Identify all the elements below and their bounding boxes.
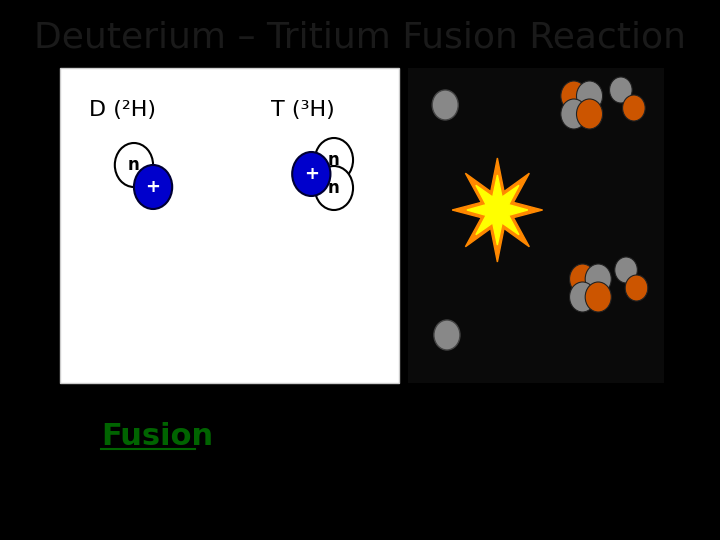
Circle shape [625,275,648,301]
Circle shape [134,165,172,209]
Circle shape [434,320,460,350]
Circle shape [561,81,587,111]
Bar [60,68,399,383]
Circle shape [577,81,603,111]
Text: D (²H): D (²H) [89,100,156,120]
Circle shape [623,95,645,121]
Text: +: + [145,178,161,196]
Circle shape [577,99,603,129]
Text: n: n [328,151,340,169]
Text: T (³H): T (³H) [271,100,335,120]
Circle shape [585,282,611,312]
Polygon shape [452,158,543,262]
Circle shape [610,77,632,103]
Text: +: + [304,165,319,183]
Circle shape [570,282,595,312]
Circle shape [315,138,353,182]
Circle shape [561,99,587,129]
Circle shape [315,166,353,210]
Polygon shape [467,175,528,245]
Bar [408,68,665,383]
Text: n: n [328,179,340,197]
Text: n: n [128,156,140,174]
Text: Fusion: Fusion [101,422,213,451]
Circle shape [585,264,611,294]
Text: Deuterium – Tritium Fusion Reaction: Deuterium – Tritium Fusion Reaction [34,21,686,55]
Circle shape [570,264,595,294]
Circle shape [114,143,153,187]
Circle shape [432,90,458,120]
Circle shape [615,257,637,283]
Circle shape [292,152,330,196]
